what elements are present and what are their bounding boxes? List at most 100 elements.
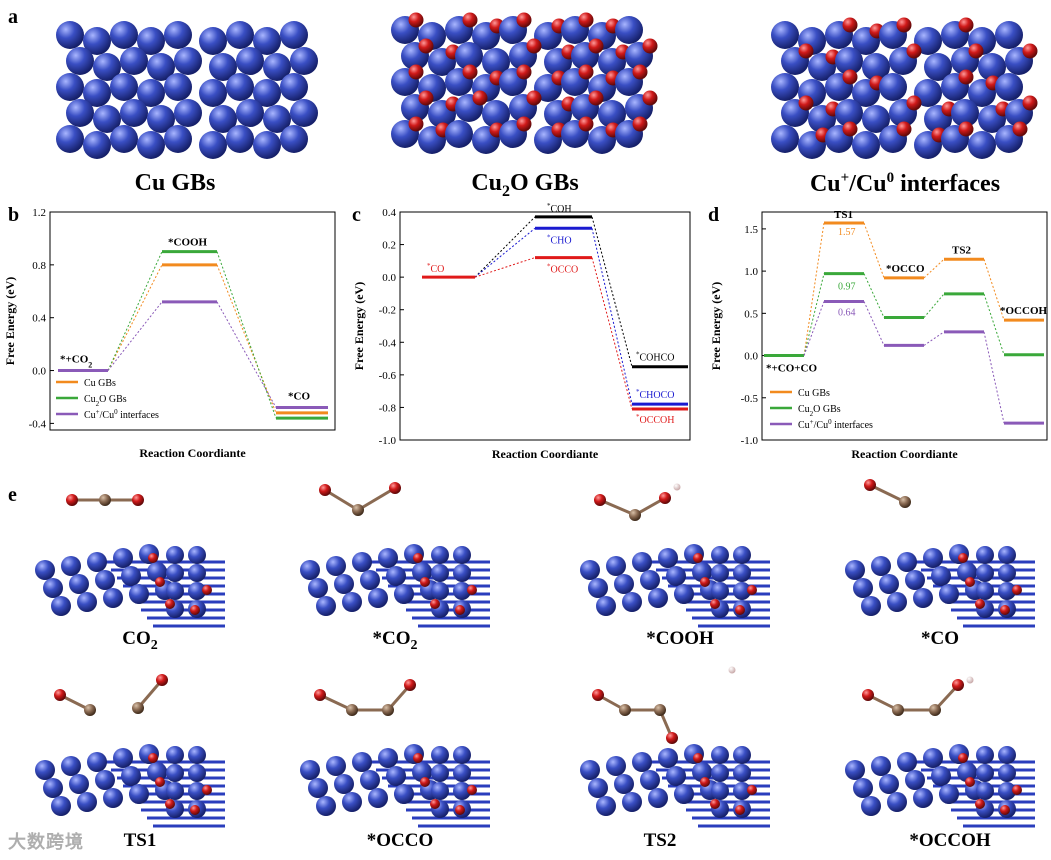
caption-cu-interfaces: Cu+/Cu0 interfaces <box>809 170 1001 197</box>
o-atom <box>906 95 922 111</box>
cu-atom <box>931 566 951 586</box>
o-atom <box>202 585 212 595</box>
cu-atom <box>913 588 933 608</box>
cu-atom <box>606 756 626 776</box>
cu-atom <box>871 756 891 776</box>
connector-line <box>474 257 536 278</box>
cu-atom <box>835 99 863 127</box>
y-tick-label: 0.4 <box>382 207 396 219</box>
connector-line <box>983 259 1005 321</box>
cu-atom <box>615 16 643 44</box>
o-atom <box>968 43 984 59</box>
cu-atom <box>316 596 336 616</box>
cu-atom <box>209 105 237 133</box>
cu-atom <box>43 778 63 798</box>
cu-atom <box>905 570 925 590</box>
o-atom <box>526 38 542 54</box>
cu-atom <box>326 756 346 776</box>
cu-atom <box>226 125 254 153</box>
cu-atom <box>887 592 907 612</box>
cu-atom <box>666 566 686 586</box>
cu-atom <box>968 131 996 159</box>
panel-letter-e: e <box>8 484 17 506</box>
data-label: 0.97 <box>838 282 856 293</box>
cu-atom <box>412 762 432 782</box>
cu-atom <box>674 584 694 604</box>
cu-atom <box>914 27 942 55</box>
panel-a-structures <box>56 12 1038 159</box>
cu-atom <box>632 752 652 772</box>
cu-atom <box>226 73 254 101</box>
cu-atom <box>93 105 121 133</box>
cu-atom <box>923 748 943 768</box>
cu-atom <box>113 748 133 768</box>
surface-slab <box>300 544 490 628</box>
cu-atom <box>482 100 510 128</box>
state-label: *CO <box>288 391 310 403</box>
cu-atom <box>887 792 907 812</box>
y-tick-label: 0.2 <box>382 240 396 252</box>
cu-atom <box>733 764 751 782</box>
caption-cu-gbs: Cu GBs <box>134 170 216 196</box>
cu-atom <box>879 574 899 594</box>
cu-atom <box>360 570 380 590</box>
cu-atom <box>164 21 192 49</box>
x-axis-label: Reaction Coordiante <box>851 447 958 461</box>
cu-atom <box>853 578 873 598</box>
o-atom <box>148 753 158 763</box>
cu-atom <box>914 79 942 107</box>
cu-atom <box>931 766 951 786</box>
caption-ts1: TS1 <box>123 830 157 851</box>
caption-occoh: *OCCOH <box>909 830 991 851</box>
y-tick-label: -0.2 <box>379 305 396 317</box>
cu-atom <box>879 774 899 794</box>
h-atom <box>673 483 681 491</box>
legend-entry: Cu GBs <box>84 378 116 389</box>
o-atom <box>958 553 968 563</box>
cu-atom <box>453 546 471 564</box>
cu-atom <box>253 131 281 159</box>
o-atom <box>430 799 440 809</box>
o-atom <box>408 12 424 28</box>
plot-frame <box>761 211 1048 441</box>
cu-atom <box>342 792 362 812</box>
o-atom <box>952 679 964 691</box>
o-atom <box>958 17 974 33</box>
c-atom <box>352 504 364 516</box>
cu-atom <box>77 792 97 812</box>
cu-atom <box>69 774 89 794</box>
cu-atom <box>640 770 660 790</box>
cu-atom <box>166 746 184 764</box>
o-atom <box>842 121 858 137</box>
cu-atom <box>164 73 192 101</box>
connector-line <box>216 301 277 408</box>
o-atom <box>1022 43 1038 59</box>
o-atom <box>700 777 710 787</box>
cu-atom <box>614 574 634 594</box>
o-atom <box>404 679 416 691</box>
cu-atom <box>308 578 328 598</box>
connector-line <box>474 216 536 278</box>
plot-frame <box>399 211 691 441</box>
cu-atom <box>852 131 880 159</box>
o-atom <box>906 43 922 59</box>
cu-atom <box>771 125 799 153</box>
cu-atom <box>976 582 994 600</box>
c-atom <box>929 704 941 716</box>
o-atom <box>592 689 604 701</box>
o-atom <box>965 777 975 787</box>
o-atom <box>578 64 594 80</box>
legend-entry: Cu2O GBs <box>84 394 127 408</box>
cu-atom <box>733 546 751 564</box>
surface-slab <box>580 544 770 628</box>
o-atom <box>202 785 212 795</box>
cu-atom <box>453 746 471 764</box>
cu-atom <box>596 796 616 816</box>
c-atom <box>899 496 911 508</box>
cu-atom <box>879 73 907 101</box>
cu-atom <box>632 552 652 572</box>
cu-atom <box>147 105 175 133</box>
o-atom <box>462 12 478 28</box>
cu-atom <box>588 778 608 798</box>
cu-atom <box>924 53 952 81</box>
